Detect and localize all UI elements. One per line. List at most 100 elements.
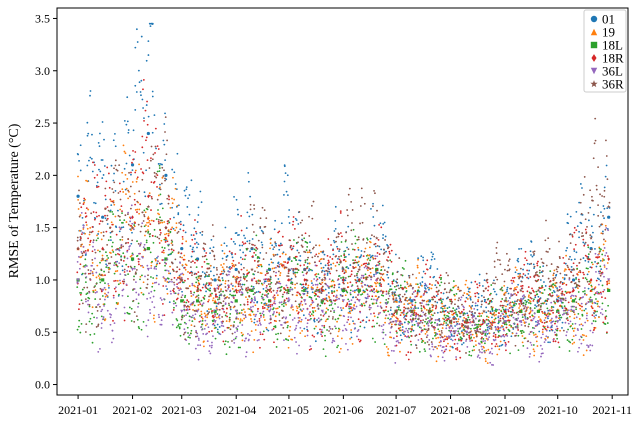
data-point xyxy=(96,317,98,319)
data-point xyxy=(500,310,503,313)
data-point xyxy=(496,309,498,311)
data-point xyxy=(547,315,550,318)
data-point xyxy=(589,329,592,332)
data-point xyxy=(136,200,139,203)
data-point xyxy=(202,283,205,286)
data-point xyxy=(426,268,429,271)
data-point xyxy=(296,307,299,310)
data-point xyxy=(377,313,380,316)
data-point xyxy=(142,220,145,222)
data-point xyxy=(172,289,174,292)
data-point xyxy=(532,348,535,351)
data-point xyxy=(466,312,469,315)
data-point xyxy=(81,254,84,257)
data-point xyxy=(256,266,258,269)
data-point xyxy=(160,299,163,301)
data-point xyxy=(529,276,532,278)
data-point xyxy=(469,298,472,301)
data-point xyxy=(167,232,170,235)
data-point xyxy=(93,333,96,335)
data-point xyxy=(520,332,523,335)
data-point xyxy=(284,301,287,304)
data-point xyxy=(420,331,423,333)
data-point xyxy=(578,298,581,301)
data-point xyxy=(79,169,82,172)
data-point xyxy=(538,298,541,300)
data-point xyxy=(584,254,587,257)
data-point xyxy=(285,316,288,319)
data-point xyxy=(604,309,607,312)
data-point xyxy=(169,290,172,293)
data-point xyxy=(241,292,244,295)
data-point xyxy=(375,299,379,303)
data-point xyxy=(117,302,120,304)
data-point xyxy=(405,312,408,315)
data-point xyxy=(162,249,165,252)
data-point xyxy=(347,318,350,321)
data-point xyxy=(278,313,281,316)
data-point xyxy=(519,305,521,307)
data-point xyxy=(215,267,218,269)
data-point xyxy=(275,271,278,274)
data-point xyxy=(483,300,486,303)
data-point xyxy=(569,341,572,344)
data-point xyxy=(363,290,366,293)
data-point xyxy=(533,350,536,353)
data-point xyxy=(340,241,343,243)
data-point xyxy=(394,323,397,326)
data-point xyxy=(92,290,95,293)
data-point xyxy=(306,294,309,297)
data-point xyxy=(220,320,223,323)
data-point xyxy=(103,303,106,306)
data-point xyxy=(533,298,535,301)
data-point xyxy=(360,264,363,267)
data-point xyxy=(474,295,477,298)
data-point xyxy=(205,271,208,274)
data-point xyxy=(200,275,202,278)
data-point xyxy=(439,336,442,339)
data-point xyxy=(302,308,305,310)
data-point xyxy=(293,227,296,230)
data-point xyxy=(139,287,142,290)
data-point xyxy=(143,209,146,212)
data-point xyxy=(180,309,184,313)
data-point xyxy=(262,288,265,290)
data-point xyxy=(213,312,216,315)
data-point xyxy=(150,219,153,222)
data-point xyxy=(268,267,270,270)
data-point xyxy=(165,153,168,156)
data-point xyxy=(500,325,503,327)
data-point xyxy=(480,315,483,317)
data-point xyxy=(242,251,245,254)
data-point xyxy=(334,220,337,222)
data-point xyxy=(78,303,81,306)
data-point xyxy=(234,243,237,245)
data-point xyxy=(311,282,313,285)
data-point xyxy=(488,332,491,335)
data-point xyxy=(179,223,182,226)
data-point xyxy=(578,304,581,307)
data-point xyxy=(463,306,465,309)
data-point xyxy=(150,267,153,269)
data-point xyxy=(84,281,87,284)
data-point xyxy=(232,259,235,262)
data-point xyxy=(441,349,443,352)
data-point xyxy=(165,285,167,288)
data-point xyxy=(425,300,428,303)
data-point xyxy=(524,303,527,306)
data-point xyxy=(77,153,80,156)
data-point xyxy=(157,313,160,316)
data-point xyxy=(526,262,529,265)
data-point xyxy=(153,171,156,174)
data-point xyxy=(363,266,366,269)
data-point xyxy=(536,264,539,267)
data-point xyxy=(487,316,490,319)
data-point xyxy=(462,308,465,311)
data-point xyxy=(190,261,193,264)
data-point xyxy=(567,309,570,312)
data-point xyxy=(163,298,165,300)
data-point xyxy=(336,289,338,292)
data-point xyxy=(537,295,540,298)
data-point xyxy=(85,179,87,182)
